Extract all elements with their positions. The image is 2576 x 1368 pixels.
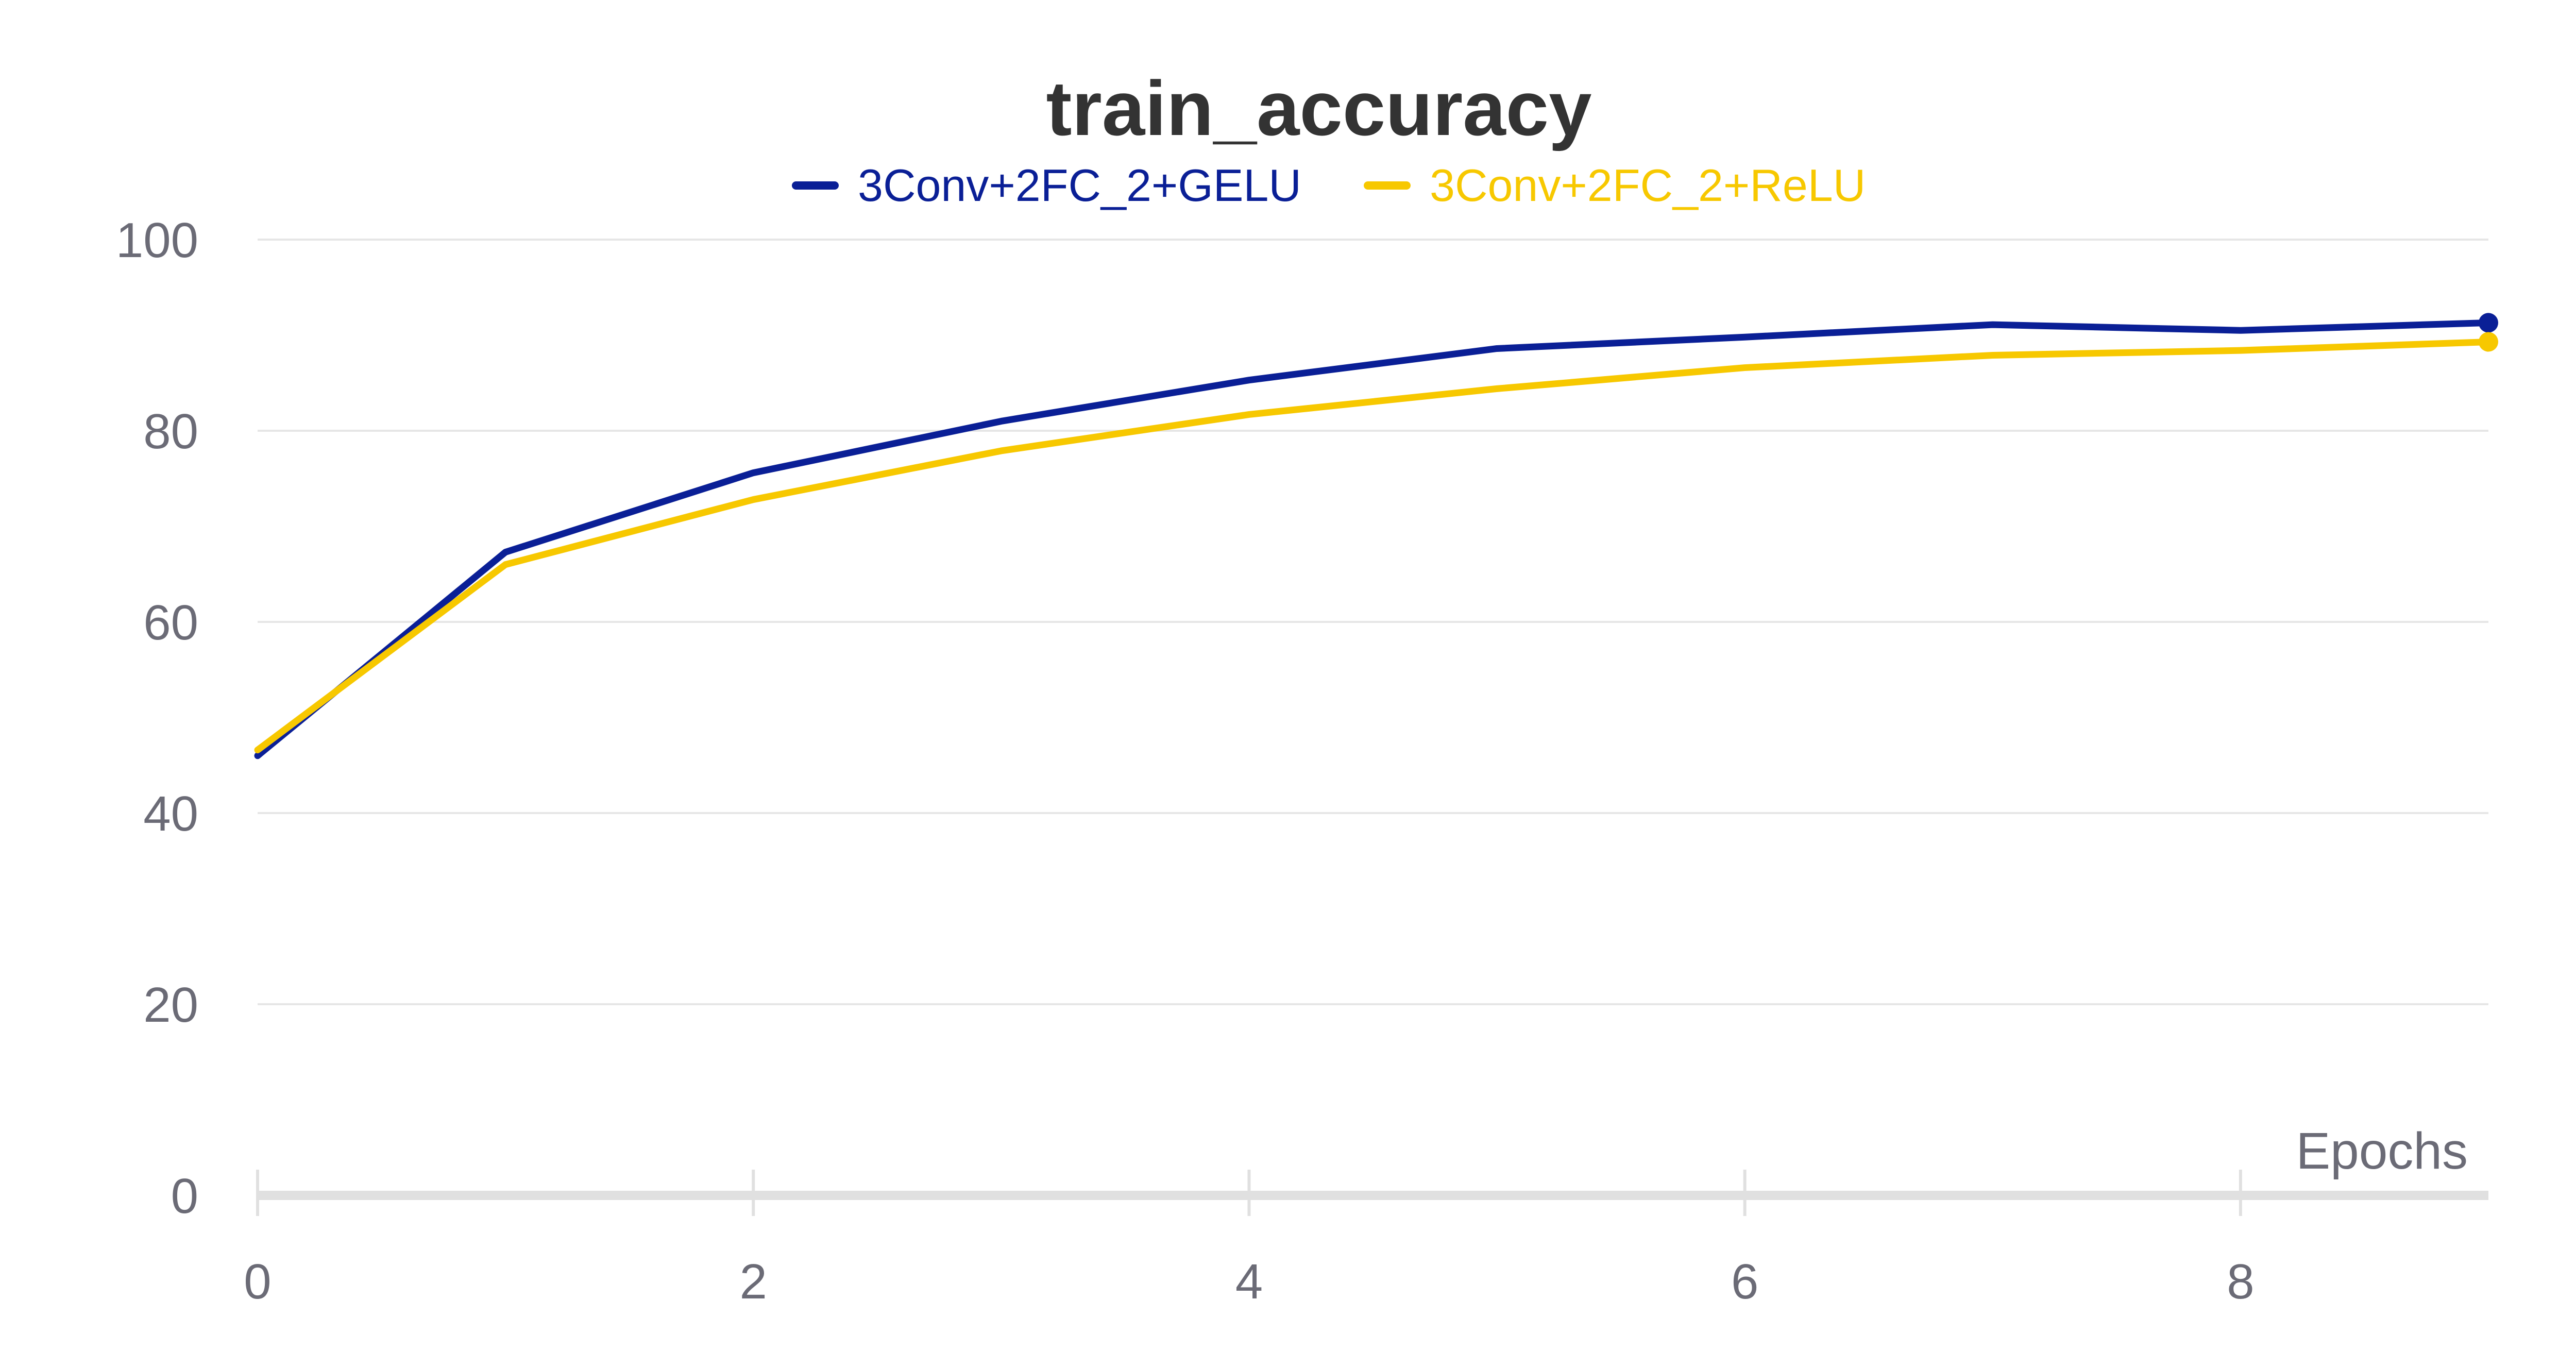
y-axis: 0 20 40 60 80 100 (116, 213, 198, 1224)
x-tick-label: 2 (740, 1254, 767, 1309)
series-end-marker-2 (2479, 332, 2498, 352)
x-tick-label: 4 (1235, 1254, 1263, 1309)
legend-label-2: 3Conv+2FC_2+ReLU (1430, 160, 1866, 211)
series-layer (254, 313, 2498, 759)
series-line-2 (254, 338, 2492, 754)
chart-title: train_accuracy (1046, 65, 1591, 151)
x-tick-label: 0 (244, 1254, 271, 1309)
y-tick-label: 40 (143, 786, 198, 841)
series-line-1 (254, 319, 2492, 759)
grid-lines (258, 239, 2488, 1005)
x-tick-label: 6 (1731, 1254, 1758, 1309)
series-end-marker-1 (2479, 313, 2498, 333)
y-tick-label: 100 (116, 213, 198, 268)
y-tick-label: 80 (143, 404, 198, 459)
legend: 3Conv+2FC_2+GELU 3Conv+2FC_2+ReLU (792, 160, 1866, 211)
x-tick-label: 8 (2227, 1254, 2254, 1309)
y-tick-label: 20 (143, 977, 198, 1033)
x-axis-title: Epochs (2296, 1122, 2468, 1180)
x-axis: 0 2 4 6 8 (244, 1170, 2488, 1309)
y-tick-label: 60 (143, 595, 198, 650)
legend-label-1: 3Conv+2FC_2+GELU (858, 160, 1301, 211)
y-tick-label: 0 (171, 1169, 198, 1224)
